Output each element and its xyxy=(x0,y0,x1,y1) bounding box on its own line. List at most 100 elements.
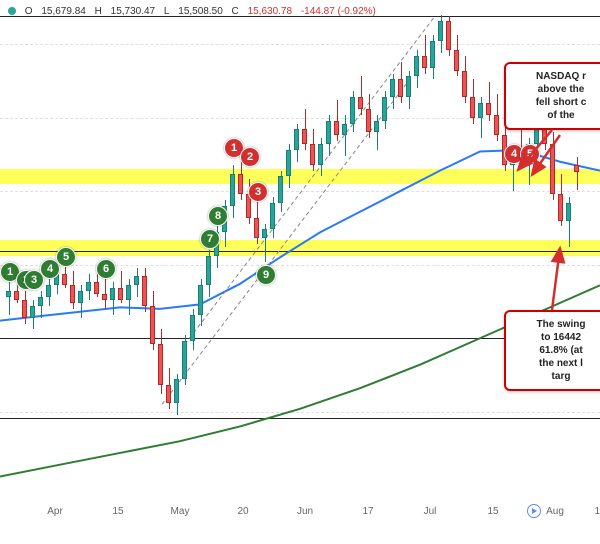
candle[interactable] xyxy=(302,129,307,144)
candle[interactable] xyxy=(286,150,291,176)
x-tick: 15 xyxy=(112,506,123,517)
candle[interactable] xyxy=(550,144,555,194)
x-tick: Apr xyxy=(47,506,63,517)
candle[interactable] xyxy=(166,385,171,403)
o-value: 15,679.84 xyxy=(41,6,86,17)
candle[interactable] xyxy=(182,341,187,379)
candle[interactable] xyxy=(62,274,67,286)
x-axis: Apr 15 May 20 Jun 17 Jul 15 Aug 19 xyxy=(0,506,600,526)
candle[interactable] xyxy=(358,97,363,109)
candle[interactable] xyxy=(294,129,299,150)
candle[interactable] xyxy=(70,285,75,303)
candle[interactable] xyxy=(318,144,323,165)
x-tick: May xyxy=(171,506,190,517)
candle[interactable] xyxy=(462,71,467,97)
candle[interactable] xyxy=(406,76,411,97)
candle[interactable] xyxy=(326,121,331,145)
candle[interactable] xyxy=(198,285,203,314)
candle-wick xyxy=(577,157,578,190)
candle[interactable] xyxy=(230,174,235,206)
candle-wick xyxy=(9,282,10,314)
candle[interactable] xyxy=(558,194,563,220)
candle[interactable] xyxy=(174,379,179,403)
c-label: C xyxy=(232,6,239,17)
candle[interactable] xyxy=(310,144,315,165)
swing-low-marker[interactable]: 6 xyxy=(96,259,116,279)
candle[interactable] xyxy=(278,176,283,202)
candle[interactable] xyxy=(6,291,11,297)
candle[interactable] xyxy=(30,306,35,318)
candle[interactable] xyxy=(438,21,443,42)
candle[interactable] xyxy=(374,121,379,133)
candle-wick xyxy=(489,82,490,120)
candle[interactable] xyxy=(398,79,403,97)
candle[interactable] xyxy=(190,315,195,341)
plot-area[interactable]: 12345678912345NASDAQ rabove thefell shor… xyxy=(0,0,600,500)
annotation-callout: The swingto 1644261.8% (atthe next ltarg xyxy=(504,310,600,391)
l-value: 15,508.50 xyxy=(178,6,223,17)
candle[interactable] xyxy=(566,203,571,221)
x-tick: Jun xyxy=(297,506,313,517)
candle[interactable] xyxy=(414,56,419,77)
candle[interactable] xyxy=(206,256,211,285)
candle[interactable] xyxy=(238,174,243,195)
swing-low-marker[interactable]: 8 xyxy=(208,206,228,226)
candle[interactable] xyxy=(86,282,91,291)
candle[interactable] xyxy=(454,50,459,71)
candle[interactable] xyxy=(22,300,27,318)
swing-high-marker[interactable]: 5 xyxy=(520,144,540,164)
candle[interactable] xyxy=(158,344,163,385)
candle[interactable] xyxy=(126,285,131,300)
swing-high-marker[interactable]: 2 xyxy=(240,147,260,167)
replay-icon[interactable] xyxy=(527,504,541,518)
candle[interactable] xyxy=(262,229,267,238)
candle[interactable] xyxy=(254,218,259,239)
x-tick: Jul xyxy=(424,506,437,517)
x-tick: Aug xyxy=(546,506,564,517)
x-tick: 20 xyxy=(237,506,248,517)
candle-wick xyxy=(425,35,426,73)
swing-low-marker[interactable]: 5 xyxy=(56,247,76,267)
candle-wick xyxy=(361,76,362,114)
x-tick: 15 xyxy=(487,506,498,517)
h-label: H xyxy=(95,6,102,17)
candle[interactable] xyxy=(38,297,43,306)
h-value: 15,730.47 xyxy=(111,6,156,17)
candle[interactable] xyxy=(334,121,339,136)
candle[interactable] xyxy=(134,276,139,285)
candle[interactable] xyxy=(382,97,387,121)
candle[interactable] xyxy=(470,97,475,118)
candle[interactable] xyxy=(110,288,115,300)
candle[interactable] xyxy=(446,21,451,50)
change-value: -144.87 (-0.92%) xyxy=(301,6,376,17)
l-label: L xyxy=(164,6,170,17)
candle[interactable] xyxy=(118,288,123,300)
candle[interactable] xyxy=(574,165,579,172)
candle-wick xyxy=(345,115,346,156)
candle[interactable] xyxy=(46,285,51,297)
candle[interactable] xyxy=(142,276,147,305)
o-label: O xyxy=(25,6,33,17)
candle[interactable] xyxy=(342,124,347,136)
candle[interactable] xyxy=(494,115,499,136)
candle[interactable] xyxy=(478,103,483,118)
candle[interactable] xyxy=(390,79,395,97)
candle[interactable] xyxy=(78,291,83,303)
candle[interactable] xyxy=(150,306,155,344)
status-dot-icon xyxy=(8,7,16,15)
candle[interactable] xyxy=(366,109,371,133)
chart-container: 12345678912345NASDAQ rabove thefell shor… xyxy=(0,0,600,544)
x-tick: 19 xyxy=(594,506,600,517)
x-tick: 17 xyxy=(362,506,373,517)
c-value: 15,630.78 xyxy=(248,6,293,17)
candle[interactable] xyxy=(102,294,107,300)
candle[interactable] xyxy=(14,291,19,300)
candle[interactable] xyxy=(422,56,427,68)
candle[interactable] xyxy=(94,282,99,294)
annotation-callout: NASDAQ rabove thefell short cof the xyxy=(504,62,600,130)
swing-low-marker[interactable]: 9 xyxy=(256,265,276,285)
candle[interactable] xyxy=(270,203,275,229)
candle[interactable] xyxy=(350,97,355,123)
candle[interactable] xyxy=(430,41,435,67)
candle[interactable] xyxy=(486,103,491,115)
